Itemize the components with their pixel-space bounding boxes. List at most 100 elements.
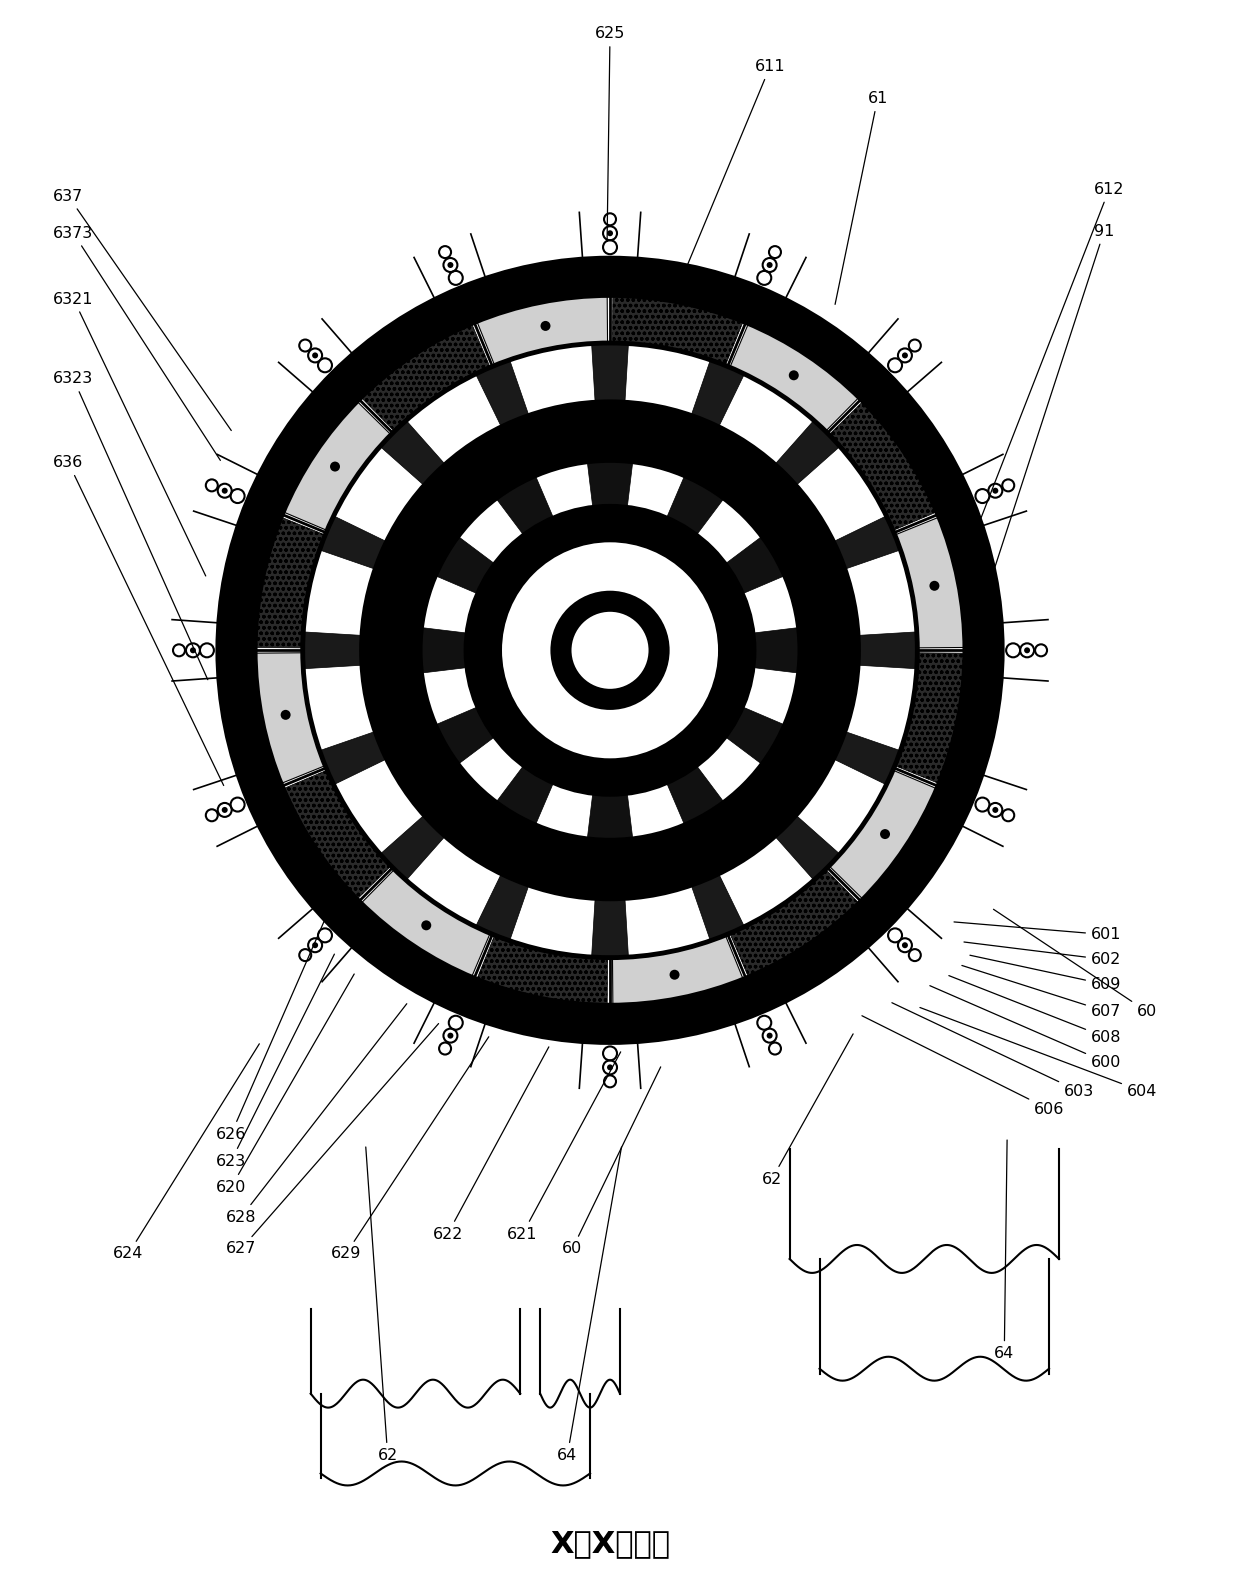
Circle shape <box>766 263 773 268</box>
Circle shape <box>992 807 998 814</box>
Polygon shape <box>725 537 785 594</box>
Text: X－X处截面: X－X处截面 <box>551 1529 670 1558</box>
Text: 603: 603 <box>892 1002 1094 1099</box>
Text: 621: 621 <box>507 1051 621 1241</box>
Text: 608: 608 <box>949 975 1121 1045</box>
Circle shape <box>448 1032 454 1038</box>
Text: 6323: 6323 <box>53 372 208 679</box>
Text: 604: 604 <box>920 1007 1157 1099</box>
Polygon shape <box>588 461 632 507</box>
Text: 624: 624 <box>113 1043 259 1262</box>
Text: 629: 629 <box>331 1037 489 1262</box>
Text: 6321: 6321 <box>53 291 206 576</box>
Polygon shape <box>552 592 668 708</box>
Polygon shape <box>588 795 632 841</box>
Polygon shape <box>284 402 391 530</box>
Circle shape <box>280 709 290 720</box>
Circle shape <box>992 488 998 494</box>
Polygon shape <box>691 872 744 940</box>
Circle shape <box>330 462 340 472</box>
Polygon shape <box>435 537 495 594</box>
Polygon shape <box>219 260 1001 1042</box>
Text: 609: 609 <box>970 955 1121 993</box>
Polygon shape <box>320 516 388 570</box>
Circle shape <box>570 611 650 690</box>
Polygon shape <box>477 296 608 366</box>
Polygon shape <box>830 402 936 530</box>
Polygon shape <box>725 708 785 765</box>
Polygon shape <box>832 731 900 785</box>
Polygon shape <box>381 421 446 486</box>
Polygon shape <box>730 325 858 431</box>
Polygon shape <box>496 766 553 825</box>
Circle shape <box>159 199 1061 1102</box>
Circle shape <box>312 942 319 948</box>
Text: 60: 60 <box>562 1067 661 1257</box>
Polygon shape <box>774 421 839 486</box>
Text: 64: 64 <box>557 1148 621 1463</box>
Polygon shape <box>284 771 391 899</box>
Text: 6373: 6373 <box>53 226 221 461</box>
Polygon shape <box>691 359 744 427</box>
Text: 61: 61 <box>835 92 888 304</box>
Polygon shape <box>895 518 965 647</box>
Polygon shape <box>362 402 858 898</box>
Text: 64: 64 <box>994 1140 1014 1361</box>
Text: 611: 611 <box>686 59 785 269</box>
Polygon shape <box>476 872 529 940</box>
Polygon shape <box>591 344 629 404</box>
Text: 622: 622 <box>433 1046 549 1241</box>
Text: 600: 600 <box>930 986 1121 1070</box>
Circle shape <box>608 230 613 236</box>
Text: 60: 60 <box>993 909 1157 1019</box>
Polygon shape <box>420 627 466 673</box>
Polygon shape <box>774 815 839 880</box>
Polygon shape <box>591 898 629 958</box>
Text: 606: 606 <box>862 1016 1064 1116</box>
Circle shape <box>930 581 940 590</box>
Circle shape <box>880 829 890 839</box>
Circle shape <box>312 353 319 358</box>
Polygon shape <box>362 325 490 431</box>
Polygon shape <box>613 936 743 1005</box>
Polygon shape <box>832 516 900 570</box>
Circle shape <box>448 263 454 268</box>
Text: 627: 627 <box>226 1024 439 1257</box>
Text: 62: 62 <box>761 1034 853 1187</box>
Polygon shape <box>435 708 495 765</box>
Circle shape <box>422 920 432 931</box>
Polygon shape <box>303 632 363 668</box>
Polygon shape <box>500 540 719 760</box>
Text: 625: 625 <box>595 27 625 242</box>
Polygon shape <box>320 731 388 785</box>
Polygon shape <box>303 344 918 958</box>
Polygon shape <box>255 652 325 784</box>
Text: 623: 623 <box>216 955 335 1168</box>
Polygon shape <box>895 652 965 784</box>
Circle shape <box>901 353 908 358</box>
Polygon shape <box>830 771 936 899</box>
Polygon shape <box>613 296 743 366</box>
Polygon shape <box>667 476 724 535</box>
Polygon shape <box>496 476 553 535</box>
Polygon shape <box>476 359 529 427</box>
Polygon shape <box>362 869 490 977</box>
Polygon shape <box>730 869 858 977</box>
Text: 91: 91 <box>994 223 1115 570</box>
Text: 626: 626 <box>216 920 325 1141</box>
Circle shape <box>670 970 680 980</box>
Polygon shape <box>477 936 608 1005</box>
Polygon shape <box>465 505 755 795</box>
Text: 601: 601 <box>954 921 1121 942</box>
Polygon shape <box>754 627 800 673</box>
Circle shape <box>222 488 228 494</box>
Text: 607: 607 <box>962 966 1121 1019</box>
Text: 62: 62 <box>366 1148 398 1463</box>
Text: 602: 602 <box>963 942 1121 967</box>
Circle shape <box>1024 647 1030 654</box>
Circle shape <box>608 1064 613 1070</box>
Circle shape <box>222 807 228 814</box>
Text: 612: 612 <box>980 182 1125 519</box>
Text: 628: 628 <box>226 1004 407 1225</box>
Circle shape <box>901 942 908 948</box>
